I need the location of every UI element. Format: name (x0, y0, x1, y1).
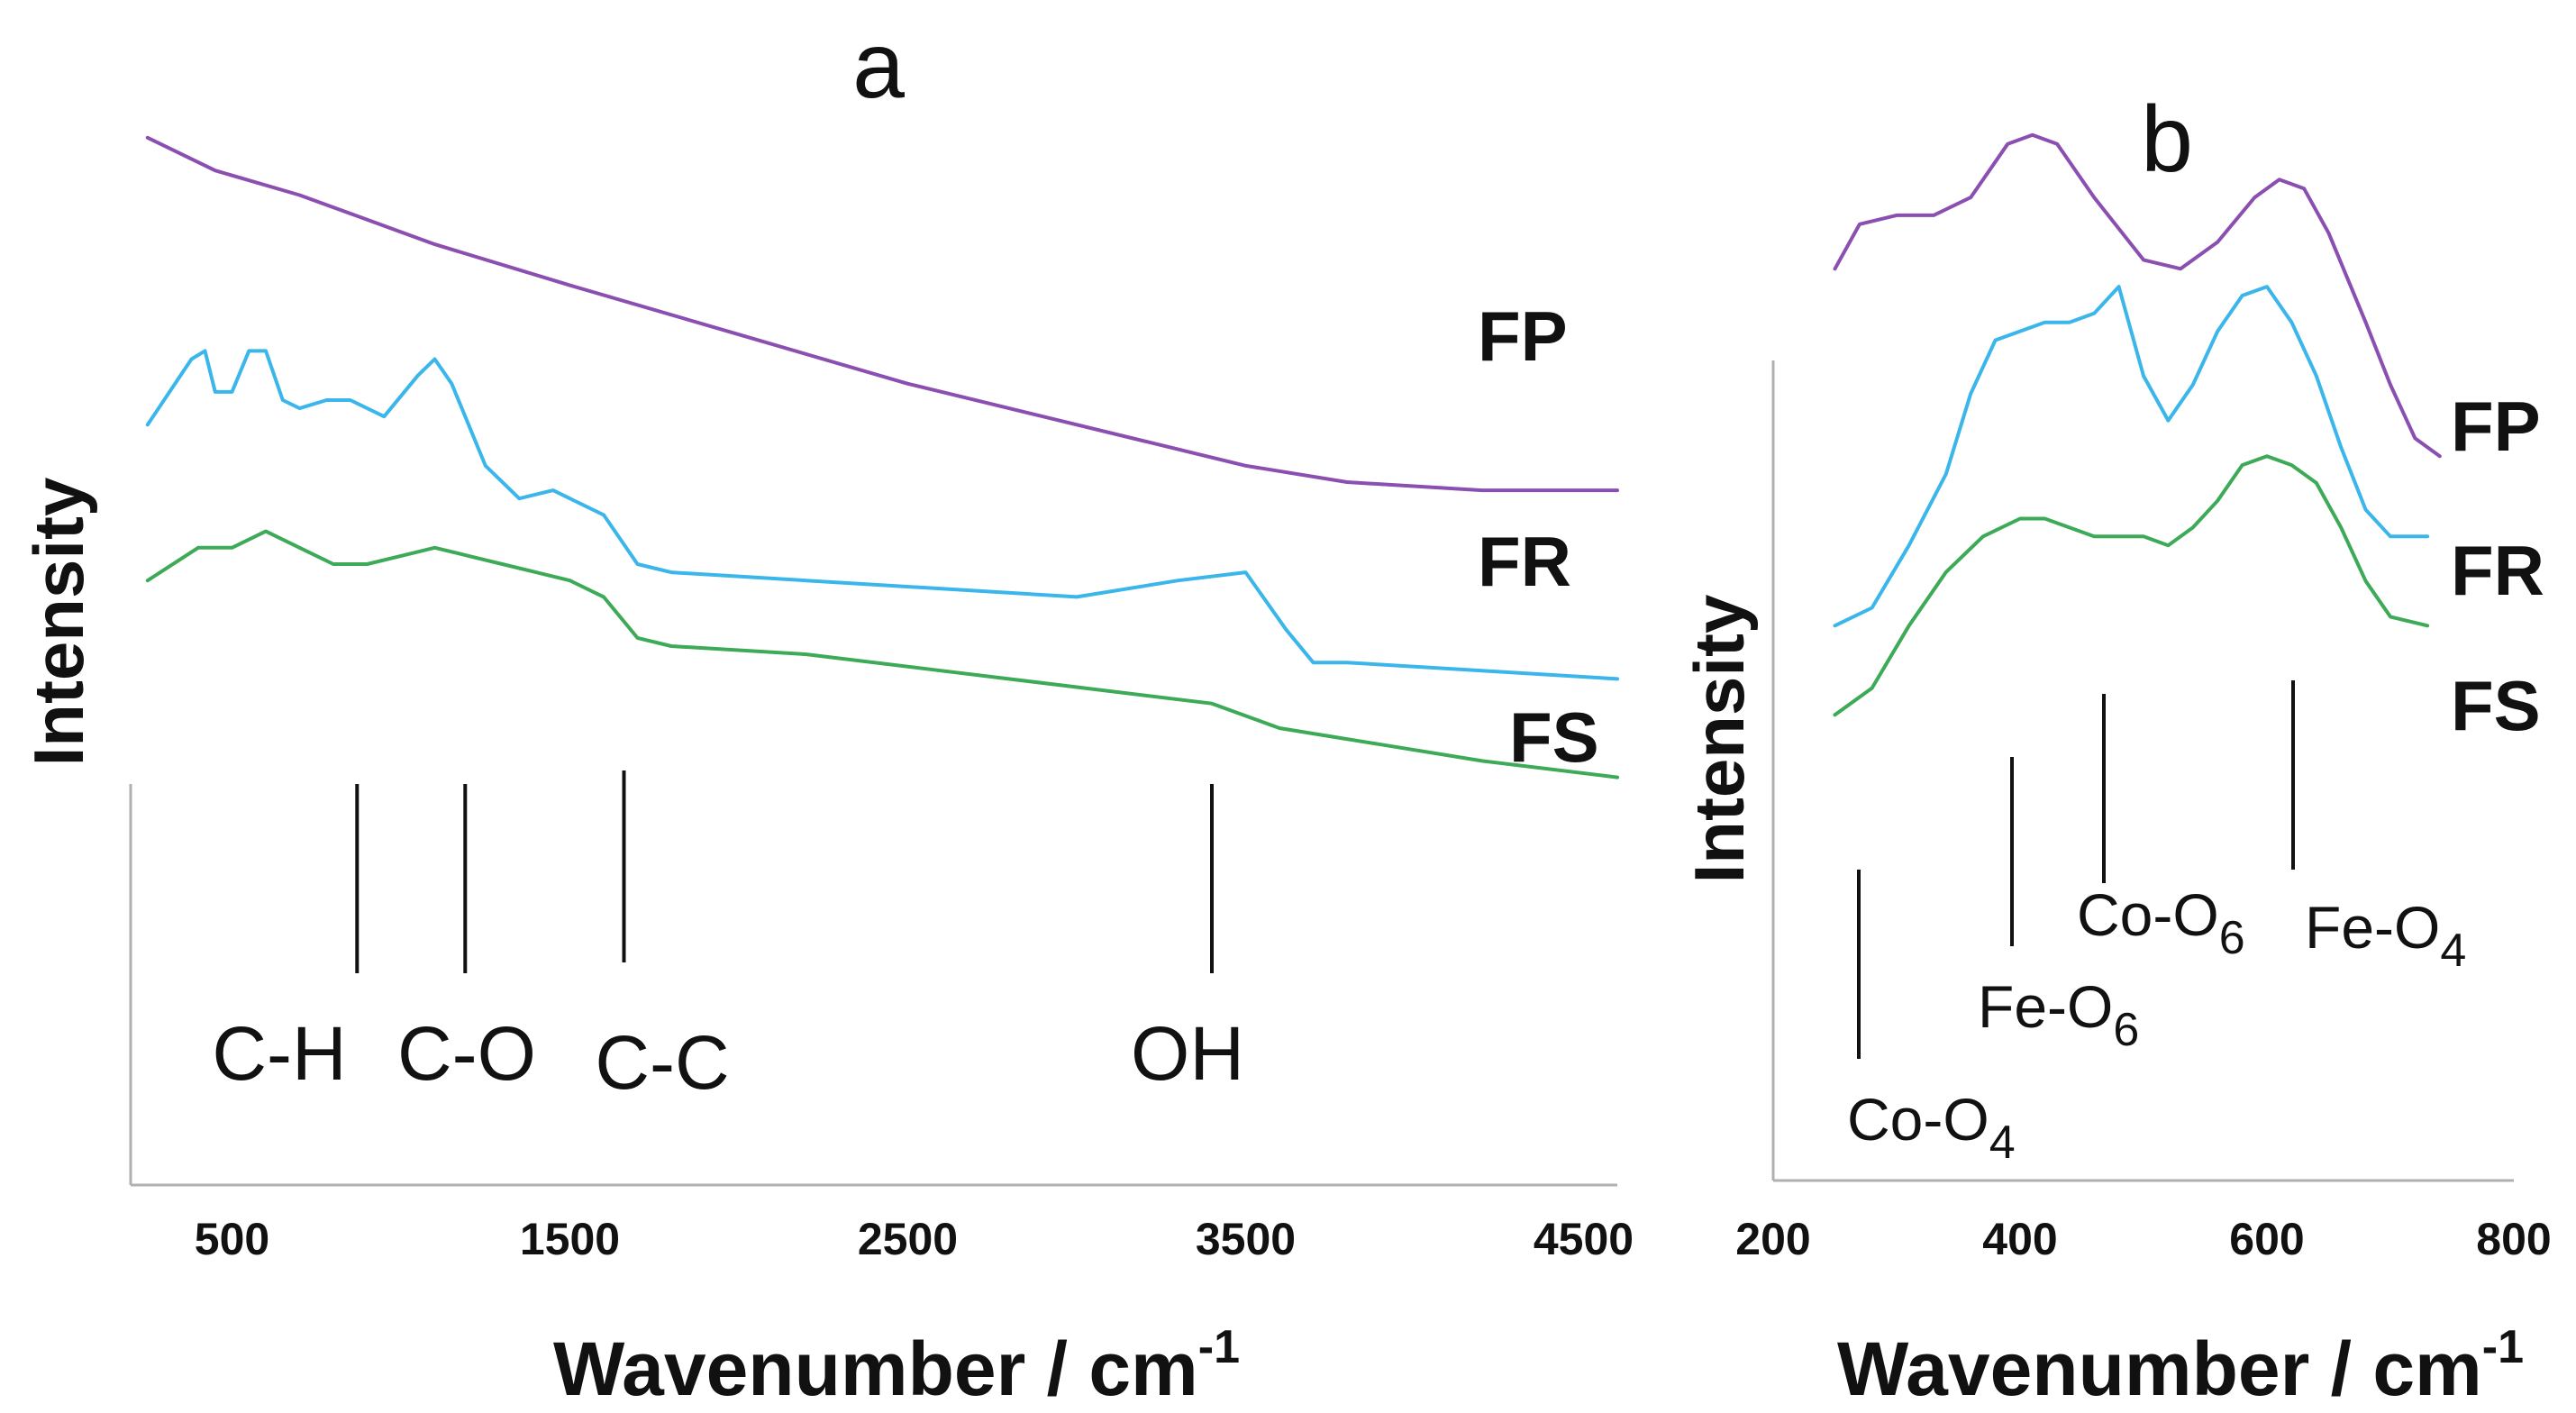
panel-b-series-label-FR: FR (2451, 531, 2544, 610)
panel-a-x-label: Wavenumber / cm-1 (553, 1321, 1240, 1411)
panel-b-series-FS-line (1833, 454, 2430, 717)
panel-b-band-label-FeO4-text: Fe-O (2305, 894, 2440, 961)
panel-b-band-label-FeO4-sub: 4 (2440, 925, 2466, 977)
panel-b-series-FP-line (1833, 132, 2442, 459)
panel-a-x-tick-500: 500 (195, 1214, 269, 1264)
panel-a-band-label-CC: C-C (595, 1020, 729, 1105)
panel-b-band-label-CoO4: Co-O4 (1847, 1086, 2016, 1169)
panel-a-x-tick-3500: 3500 (1196, 1214, 1296, 1264)
panel-a-series-label-FS: FS (1509, 697, 1599, 777)
panel-b-band-label-CoO6-sub: 6 (2219, 912, 2245, 964)
panel-b-x-tick-800: 800 (2476, 1214, 2551, 1264)
panel-a-series-FP-line (145, 135, 1619, 493)
panel-b-series-label-FS: FS (2451, 666, 2541, 745)
panel-a-x-tick-4500: 4500 (1534, 1214, 1634, 1264)
panel-a-series-label-FP: FP (1478, 296, 1568, 376)
panel-a-band-label-CH: C-H (212, 1011, 346, 1096)
panel-b-series-FR-line (1833, 285, 2430, 628)
panel-b-band-label-FeO4: Fe-O4 (2305, 894, 2466, 977)
panel-b: b Intensity FP FR FS Co-O4 Fe-O6 Co-O6 F… (1679, 87, 2552, 1411)
panel-a-x-tick-2500: 2500 (858, 1214, 958, 1264)
panel-b-band-label-CoO4-text: Co-O (1847, 1086, 1989, 1153)
panel-a-y-label: Intensity (19, 478, 98, 767)
panel-a-band-label-OH: OH (1131, 1011, 1244, 1096)
panel-b-x-label: Wavenumber / cm-1 (1837, 1321, 2524, 1411)
panel-a-letter: a (852, 14, 905, 118)
panel-a: a Intensity FP FR FS C-H C-O C-C OH 500 … (19, 14, 1634, 1411)
panel-b-x-tick-400: 400 (1982, 1214, 2057, 1264)
panel-b-x-label-sup: -1 (2482, 1321, 2524, 1373)
panel-b-x-tick-200: 200 (1735, 1214, 1810, 1264)
panel-b-y-label: Intensity (1679, 595, 1759, 884)
panel-b-band-label-FeO6: Fe-O6 (1978, 973, 2139, 1056)
panel-b-band-label-CoO6-text: Co-O (2077, 881, 2219, 948)
panel-b-x-tick-600: 600 (2229, 1214, 2304, 1264)
panel-a-x-label-text: Wavenumber / cm (553, 1326, 1198, 1411)
panel-b-series-label-FP: FP (2451, 387, 2541, 466)
panel-a-x-tick-1500: 1500 (520, 1214, 620, 1264)
panel-b-x-label-text: Wavenumber / cm (1837, 1326, 2482, 1411)
panel-b-band-label-CoO4-sub: 4 (1989, 1117, 2016, 1169)
panel-a-series-FR-line (145, 349, 1619, 681)
panel-a-series-FS-line (145, 529, 1619, 779)
panel-a-x-label-sup: -1 (1198, 1321, 1240, 1373)
panel-a-series-label-FR: FR (1478, 522, 1571, 601)
panel-b-band-label-CoO6: Co-O6 (2077, 881, 2245, 964)
panel-a-band-label-CO: C-O (397, 1011, 536, 1096)
panel-b-letter: b (2141, 87, 2193, 192)
panel-b-band-label-FeO6-sub: 6 (2113, 1004, 2139, 1056)
panel-b-band-label-FeO6-text: Fe-O (1978, 973, 2113, 1040)
